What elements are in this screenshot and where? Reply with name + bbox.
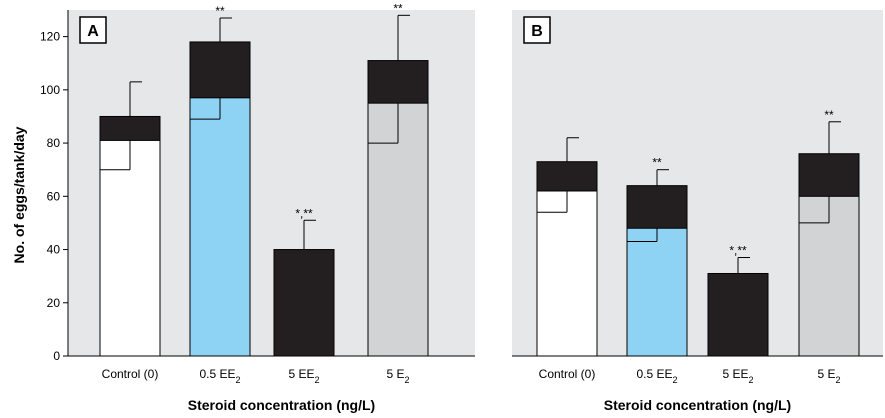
significance-marker: ** xyxy=(393,1,403,15)
x-axis-title: Steroid concentration (ng/L) xyxy=(604,397,791,413)
y-tick-label: 0 xyxy=(53,349,60,363)
panel-label: A xyxy=(87,23,99,40)
bar-lower-segment xyxy=(367,102,429,357)
y-tick-label: 40 xyxy=(47,243,61,257)
x-tick-label-subscript: 2 xyxy=(673,375,678,385)
panel-label: B xyxy=(531,23,543,40)
y-tick-label: 60 xyxy=(47,189,61,203)
x-tick-label-subscript: 2 xyxy=(405,375,410,385)
significance-marker: *,** xyxy=(295,206,313,220)
x-tick-label-base: 5 E xyxy=(386,367,404,381)
x-tick-label-subscript: 2 xyxy=(836,375,841,385)
x-tick-label: 5 E2 xyxy=(817,367,840,385)
x-tick-label-subscript: 2 xyxy=(236,375,241,385)
x-tick-label-base: 5 EE xyxy=(288,367,314,381)
significance-marker: ** xyxy=(215,4,225,18)
x-tick-label-base: 5 EE xyxy=(722,367,748,381)
y-tick-label: 120 xyxy=(40,30,60,44)
significance-marker: ** xyxy=(824,108,834,122)
x-tick-label: 5 EE2 xyxy=(288,367,319,385)
bar-lower-segment xyxy=(189,97,251,357)
x-tick-label-base: 0.5 EE xyxy=(199,367,235,381)
x-tick-label-base: 5 E xyxy=(817,367,835,381)
panel-label-box xyxy=(79,16,107,44)
x-tick-label: 0.5 EE2 xyxy=(636,367,677,385)
panel-label-box xyxy=(523,16,551,44)
x-tick-label-base: 0.5 EE xyxy=(636,367,672,381)
bar-upper-segment xyxy=(707,272,769,357)
y-tick-label: 20 xyxy=(47,296,61,310)
significance-marker: ** xyxy=(652,156,662,170)
bar-upper-segment xyxy=(273,249,335,357)
y-tick-label: 80 xyxy=(47,136,61,150)
bar-lower-segment xyxy=(99,139,161,357)
y-axis-title: No. of eggs/tank/day xyxy=(11,126,27,263)
x-tick-label: 5 E2 xyxy=(386,367,409,385)
significance-marker: *,** xyxy=(729,244,747,258)
bar-lower-segment xyxy=(536,190,598,357)
x-tick-label: Control (0) xyxy=(102,367,159,381)
x-tick-label: 0.5 EE2 xyxy=(199,367,240,385)
x-tick-label: 5 EE2 xyxy=(722,367,753,385)
x-tick-label-subscript: 2 xyxy=(749,375,754,385)
x-axis-title: Steroid concentration (ng/L) xyxy=(188,397,375,413)
x-tick-label-base: Control (0) xyxy=(102,367,159,381)
x-tick-label-base: Control (0) xyxy=(539,367,596,381)
bar-lower-segment xyxy=(626,227,688,357)
x-tick-label: Control (0) xyxy=(539,367,596,381)
x-tick-label-subscript: 2 xyxy=(315,375,320,385)
y-tick-label: 100 xyxy=(40,83,60,97)
